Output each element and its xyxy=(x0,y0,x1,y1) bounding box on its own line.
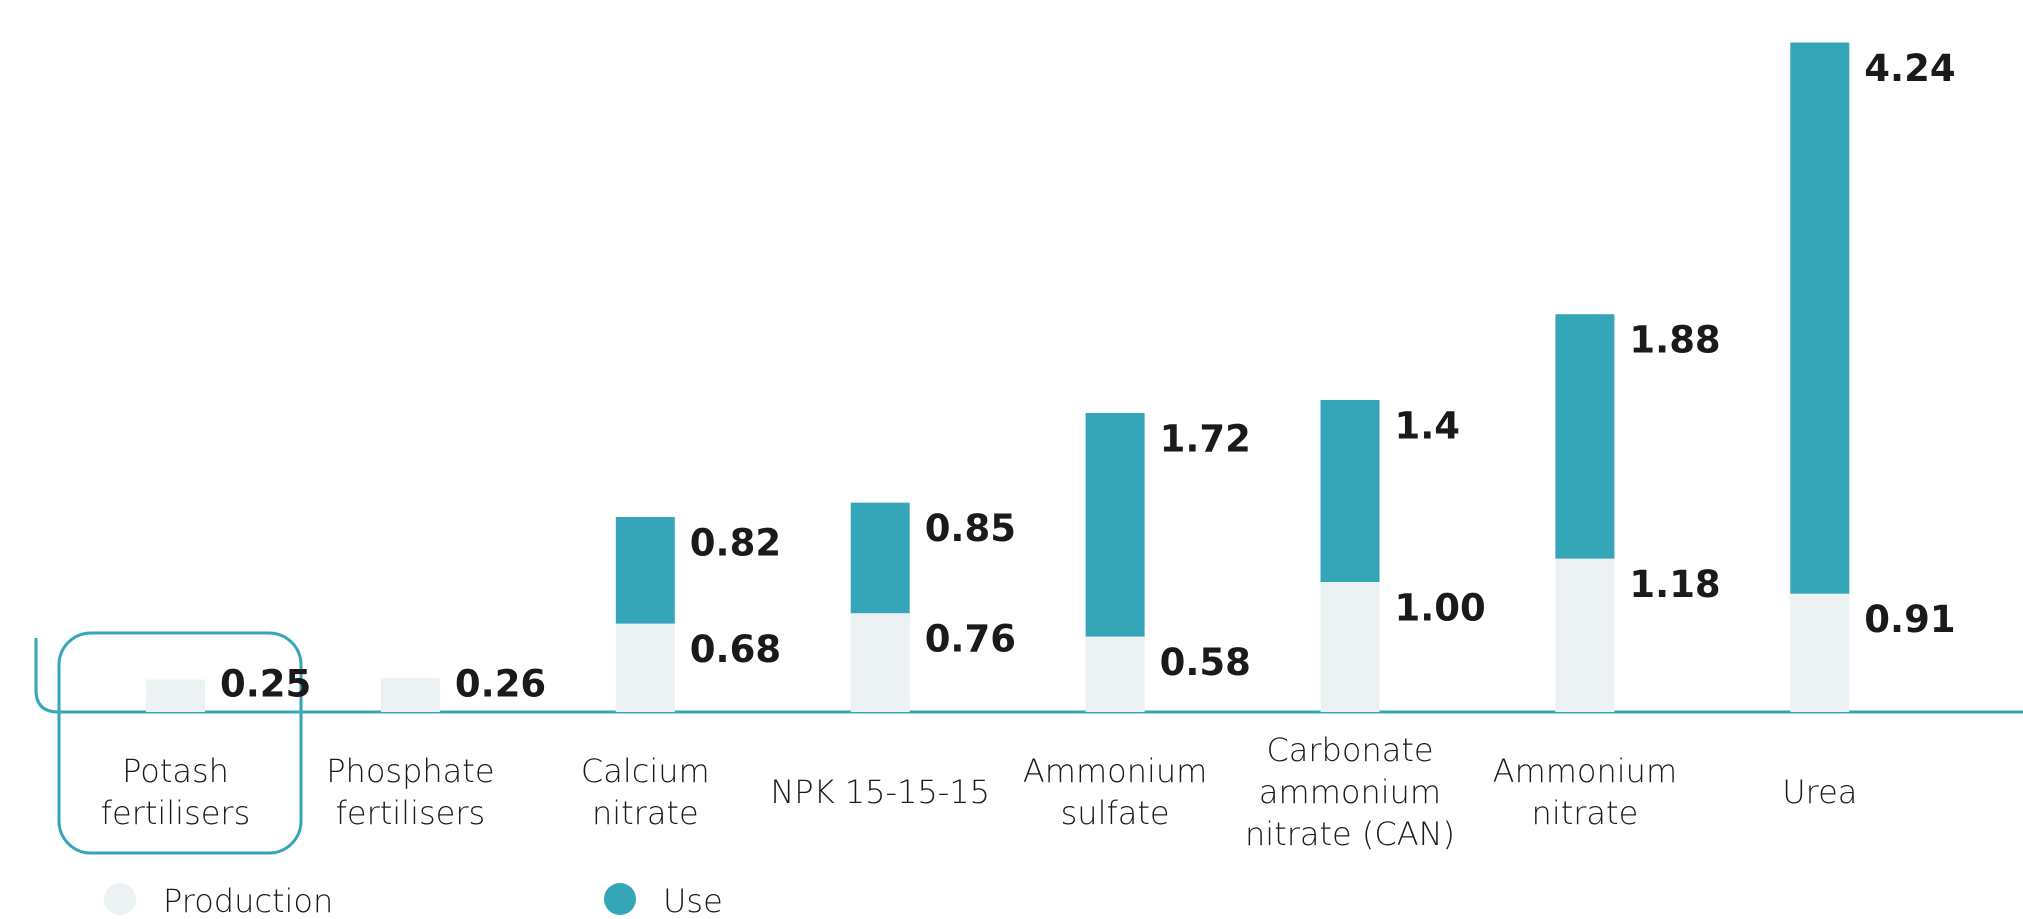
x-tick-label: Carbonate ammonium nitrate (CAN) xyxy=(1244,731,1456,853)
bar-segment xyxy=(1085,413,1145,637)
bar-segment xyxy=(850,613,910,712)
x-tick-label: Potash fertilisers xyxy=(100,752,251,832)
x-tick-label: Urea xyxy=(1782,773,1858,811)
value-label: 1.4 xyxy=(1395,405,1461,448)
highlight-box xyxy=(57,631,303,855)
value-label: 1.88 xyxy=(1629,319,1720,362)
value-label: 4.24 xyxy=(1864,47,1955,90)
bar-segment xyxy=(1085,636,1145,712)
value-label: 1.00 xyxy=(1395,587,1486,630)
value-label: 0.58 xyxy=(1160,641,1251,684)
value-label: 1.18 xyxy=(1629,563,1720,606)
legend-marker xyxy=(104,883,136,915)
legend-label: Production xyxy=(163,882,333,919)
bar-segment xyxy=(615,623,675,712)
bar-segment xyxy=(1790,593,1850,712)
bar-segment xyxy=(1790,42,1850,594)
x-tick-label: Ammonium sulfate xyxy=(1022,752,1208,832)
value-label: 0.85 xyxy=(925,507,1016,550)
value-label: 1.72 xyxy=(1160,418,1251,461)
bar-segment xyxy=(850,502,910,614)
bar-segment xyxy=(1555,558,1615,712)
x-tick-label: Ammonium nitrate xyxy=(1492,752,1678,832)
x-tick-label: Calcium nitrate xyxy=(580,752,710,832)
bar-segment xyxy=(1320,582,1380,712)
legend-label: Use xyxy=(663,882,723,919)
bar-segment xyxy=(615,517,675,624)
bar-segment xyxy=(1555,314,1615,559)
x-tick-label: NPK 15-15-15 xyxy=(770,773,990,811)
value-label: 0.68 xyxy=(690,628,781,671)
value-label: 0.76 xyxy=(925,618,1016,661)
value-label: 0.91 xyxy=(1864,598,1955,641)
x-tick-label: Phosphate fertilisers xyxy=(326,752,495,832)
bar-segment xyxy=(380,678,440,712)
legend-marker xyxy=(604,883,636,915)
bar-segment xyxy=(1320,400,1380,582)
bar-segment xyxy=(146,679,205,712)
x-axis xyxy=(34,638,2023,714)
value-label: 0.26 xyxy=(455,663,546,706)
value-label: 0.25 xyxy=(220,663,311,706)
value-label: 0.82 xyxy=(690,522,781,565)
